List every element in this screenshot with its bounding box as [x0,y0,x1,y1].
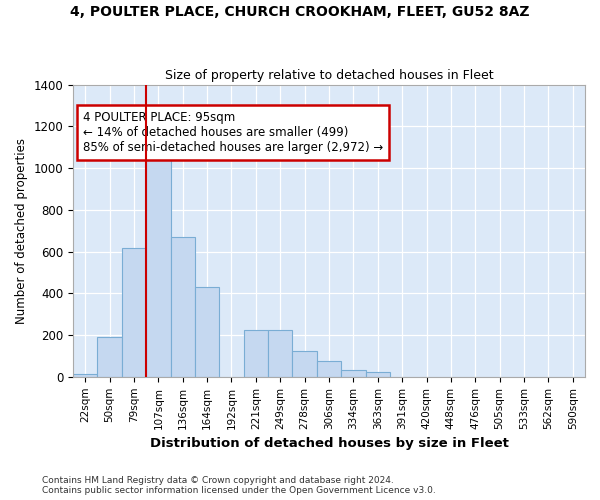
Bar [268,330,292,377]
Text: 4 POULTER PLACE: 95sqm
← 14% of detached houses are smaller (499)
85% of semi-de: 4 POULTER PLACE: 95sqm ← 14% of detached… [83,111,383,154]
Bar [97,337,122,377]
Bar [146,147,170,377]
Bar [170,237,195,377]
Bar [317,361,341,377]
Text: Contains HM Land Registry data © Crown copyright and database right 2024.
Contai: Contains HM Land Registry data © Crown c… [42,476,436,495]
Text: 4, POULTER PLACE, CHURCH CROOKHAM, FLEET, GU52 8AZ: 4, POULTER PLACE, CHURCH CROOKHAM, FLEET… [70,5,530,19]
Bar [365,372,390,377]
Bar [341,370,365,377]
Bar [122,248,146,377]
Bar [195,287,220,377]
Bar [292,350,317,377]
Bar [73,374,97,377]
X-axis label: Distribution of detached houses by size in Fleet: Distribution of detached houses by size … [149,437,508,450]
Title: Size of property relative to detached houses in Fleet: Size of property relative to detached ho… [165,69,493,82]
Bar [244,330,268,377]
Y-axis label: Number of detached properties: Number of detached properties [15,138,28,324]
